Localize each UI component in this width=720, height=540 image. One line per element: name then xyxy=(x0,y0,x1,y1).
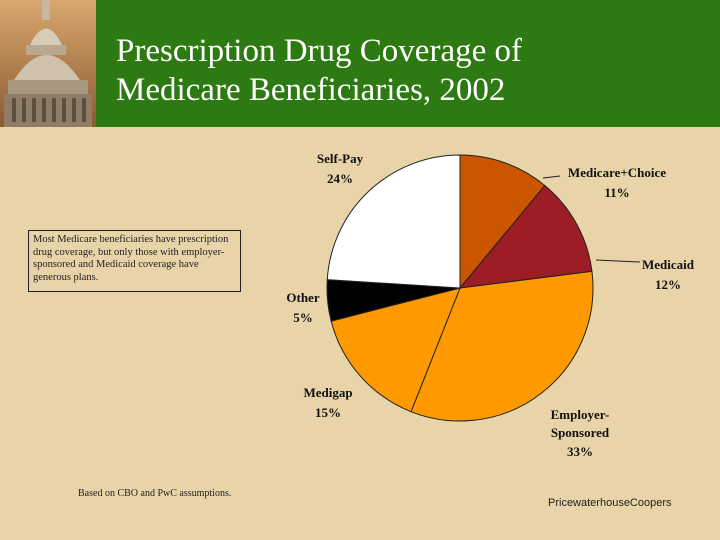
title-bar: Prescription Drug Coverage of Medicare B… xyxy=(0,0,720,127)
source-note: Based on CBO and PwC assumptions. xyxy=(78,488,232,499)
label-other-value: 5% xyxy=(293,310,313,325)
pie-slice-self-pay xyxy=(326,154,461,289)
label-self-pay-name: Self-Pay xyxy=(317,151,364,166)
label-employer-value: 33% xyxy=(567,444,593,459)
label-medicaid-value: 12% xyxy=(655,277,681,292)
title-line-2: Medicare Beneficiaries, 2002 xyxy=(116,72,506,108)
label-medigap-name: Medigap xyxy=(303,385,352,400)
label-medicare-choice-value: 11% xyxy=(604,185,629,200)
pie-slice-medigap xyxy=(330,287,461,413)
label-medicaid-name: Medicaid xyxy=(642,257,695,272)
firm-credit: PricewaterhouseCoopers xyxy=(548,497,672,509)
pie-slice-medicaid xyxy=(458,184,593,289)
pie-slice-employer-sponsored xyxy=(410,270,594,422)
pie-slice-medicare-choice xyxy=(459,154,546,290)
label-medicare-choice-name: Medicare+Choice xyxy=(568,165,666,180)
page-title: Prescription Drug Coverage of Medicare B… xyxy=(116,32,522,110)
label-other-name: Other xyxy=(286,290,319,305)
leader-medicare-choice xyxy=(542,175,561,179)
capitol-dome-icon xyxy=(0,0,96,127)
callout-note: Most Medicare beneficiaries have prescri… xyxy=(28,230,241,292)
title-line-1: Prescription Drug Coverage of xyxy=(116,33,522,69)
leader-medicaid xyxy=(595,259,641,263)
label-medigap-value: 15% xyxy=(315,405,341,420)
label-employer-name: Employer-Sponsored xyxy=(551,407,610,440)
label-self-pay-value: 24% xyxy=(327,171,353,186)
